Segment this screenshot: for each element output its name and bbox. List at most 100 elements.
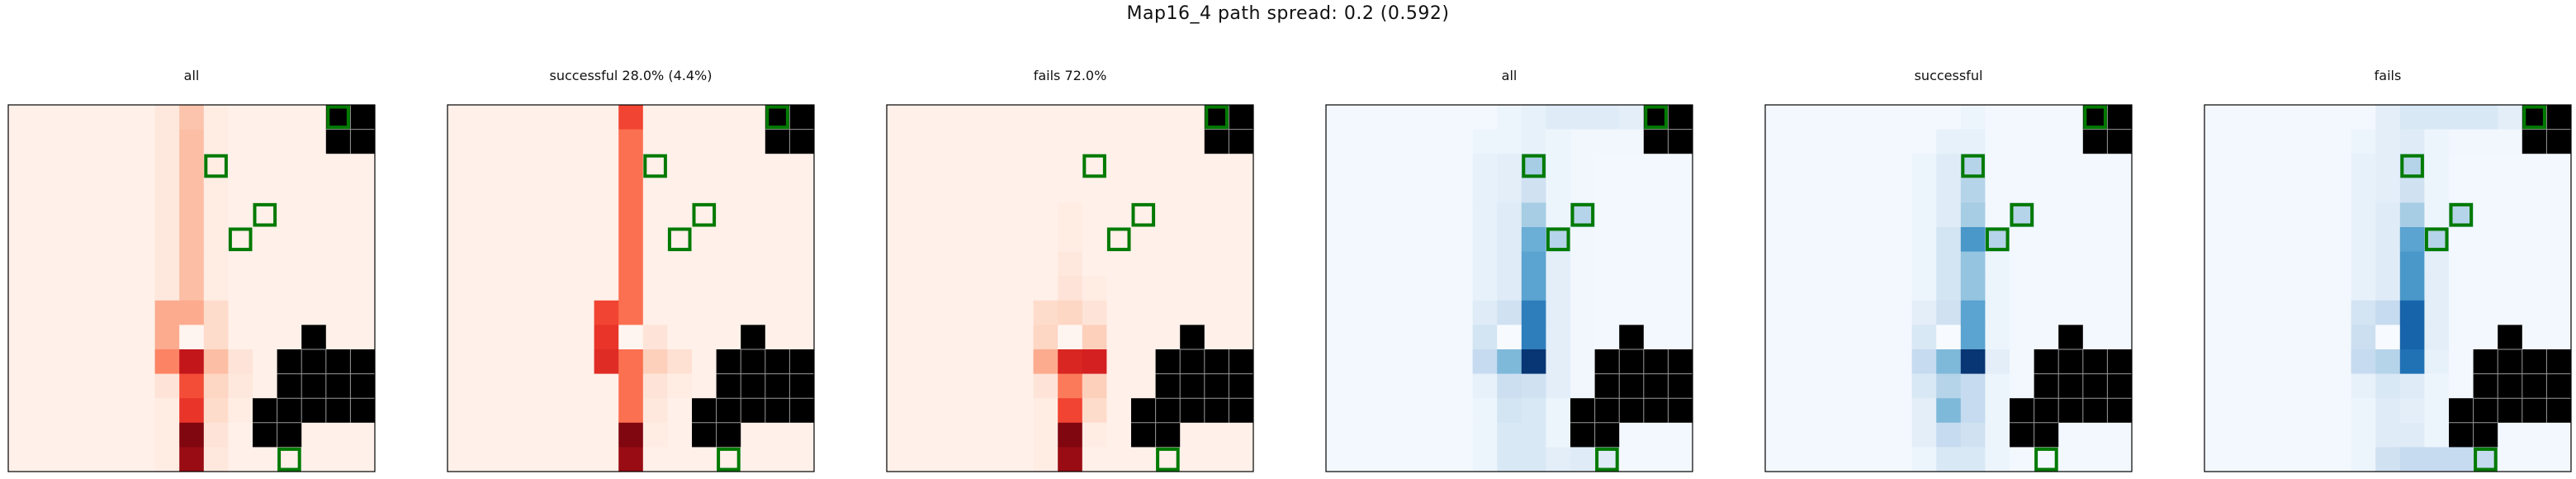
heatmap-cell	[8, 105, 34, 130]
heatmap-cell	[203, 227, 229, 253]
heatmap-cell	[1058, 227, 1083, 253]
obstacle-cell	[2522, 129, 2547, 154]
heatmap-cell	[1033, 105, 1058, 130]
heatmap-cell	[1911, 300, 1937, 325]
heatmap-cell	[1058, 154, 1083, 179]
heatmap-cell	[2082, 227, 2108, 253]
heatmap-cell	[618, 300, 644, 325]
heatmap-cell	[471, 373, 497, 399]
heatmap-cell	[887, 227, 912, 253]
heatmap-cell	[2082, 422, 2108, 448]
heatmap-cell	[716, 129, 741, 154]
heatmap-cell	[2351, 129, 2376, 154]
heatmap-cell	[2010, 325, 2035, 350]
heatmap-cell	[130, 349, 156, 375]
goal-marker	[204, 154, 228, 178]
heatmap-cell	[2546, 276, 2572, 301]
heatmap-cell	[1448, 178, 1474, 203]
heatmap-cell	[2327, 202, 2352, 228]
heatmap-cell	[1863, 154, 1888, 179]
heatmap-cell	[1570, 105, 1596, 130]
heatmap-cell	[277, 300, 302, 325]
heatmap-cell	[81, 154, 107, 179]
heatmap-cell	[1033, 300, 1058, 325]
goal-marker	[692, 202, 717, 227]
heatmap-cell	[1911, 105, 1937, 130]
obstacle-cell	[2546, 349, 2572, 375]
heatmap-cell	[496, 154, 522, 179]
heatmap-cell	[935, 202, 961, 228]
heatmap-cell	[1326, 373, 1352, 399]
heatmap-cell	[887, 251, 912, 277]
heatmap-cell	[2277, 276, 2303, 301]
heatmap-cell	[447, 227, 473, 253]
heatmap-cell	[1594, 300, 1620, 325]
obstacle-cell	[1570, 398, 1596, 424]
heatmap-cell	[520, 227, 546, 253]
heatmap-cell	[935, 129, 961, 154]
heatmap-cell	[1765, 105, 1791, 130]
heatmap-cell	[1546, 325, 1571, 350]
heatmap-cell	[2351, 349, 2376, 375]
heatmap-cell	[228, 398, 253, 424]
heatmap-cell	[2082, 251, 2108, 277]
heatmap-cell	[1350, 276, 1376, 301]
obstacle-cell	[2010, 398, 2035, 424]
heatmap-cell	[1009, 300, 1035, 325]
heatmap-cell	[594, 373, 619, 399]
heatmap-cell	[520, 300, 546, 325]
heatmap-cell	[959, 373, 985, 399]
heatmap-cell	[1668, 202, 1693, 228]
heatmap-cell	[1521, 178, 1546, 203]
heatmap-cell	[692, 447, 717, 472]
heatmap-cell	[1204, 227, 1229, 253]
heatmap-cell	[1326, 422, 1352, 448]
heatmap-cell	[1375, 202, 1400, 228]
heatmap-cell	[2010, 349, 2035, 375]
heatmap-cell	[935, 398, 961, 424]
heatmap-cell	[642, 349, 668, 375]
heatmap-cell	[2204, 422, 2230, 448]
heatmap-cell	[2424, 154, 2450, 179]
heatmap-cell	[2375, 325, 2401, 350]
heatmap-cell	[2058, 129, 2084, 154]
heatmap-cell	[1472, 325, 1498, 350]
heatmap-cell	[741, 422, 766, 448]
goal-marker	[1106, 227, 1131, 252]
heatmap-cell	[1985, 422, 2010, 448]
heatmap-cell	[887, 300, 912, 325]
heatmap-cell	[1887, 398, 1913, 424]
heatmap-cell	[2424, 251, 2450, 277]
axes-frame	[1764, 104, 2133, 472]
heatmap-cell	[1936, 325, 1962, 350]
heatmap-cell	[2498, 178, 2523, 203]
heatmap-cell	[1521, 105, 1546, 130]
heatmap-cell	[1594, 227, 1620, 253]
heatmap-cell	[81, 227, 107, 253]
heatmap-cell	[81, 129, 107, 154]
heatmap-cell	[520, 325, 546, 350]
heatmap-cell	[1936, 202, 1962, 228]
heatmap-cell	[1204, 202, 1229, 228]
axes-frame	[1325, 104, 1693, 472]
heatmap-cell	[130, 251, 156, 277]
heatmap-cell	[203, 349, 229, 375]
obstacle-cell	[716, 373, 741, 399]
heatmap-cell	[496, 300, 522, 325]
heatmap-cell	[618, 276, 644, 301]
heatmap-cell	[935, 105, 961, 130]
heatmap-cell	[2228, 300, 2254, 325]
obstacle-cell	[350, 105, 376, 130]
heatmap-cell	[1472, 349, 1498, 375]
heatmap-cell	[447, 129, 473, 154]
heatmap-cell	[1009, 325, 1035, 350]
heatmap-cell	[1838, 349, 1863, 375]
heatmap-cell	[1863, 422, 1888, 448]
heatmap-cell	[2058, 227, 2084, 253]
heatmap-cell	[2375, 398, 2401, 424]
heatmap-cell	[1668, 227, 1693, 253]
heatmap-cell	[2424, 398, 2450, 424]
heatmap-cell	[1131, 373, 1157, 399]
heatmap-cell	[911, 251, 936, 277]
heatmap-cell	[2351, 422, 2376, 448]
